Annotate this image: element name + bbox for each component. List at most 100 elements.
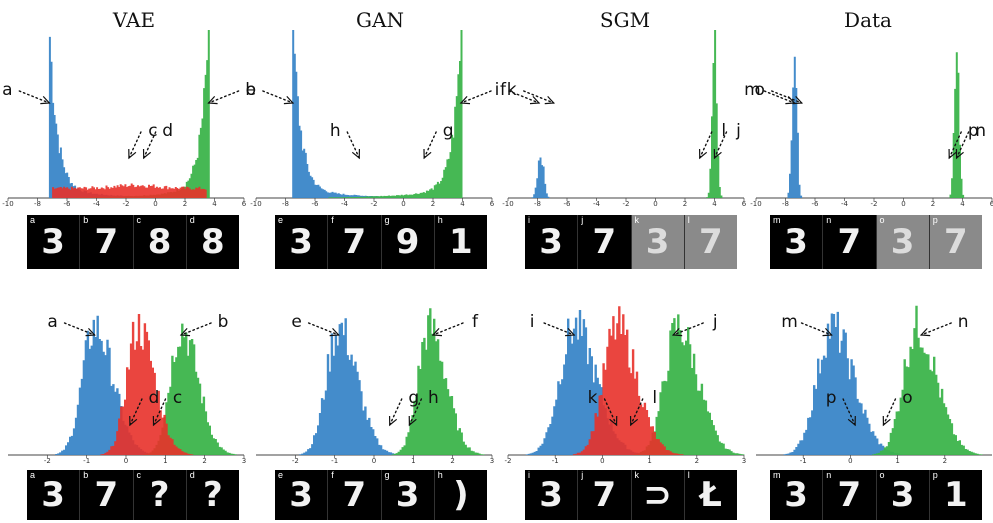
data-top-annotation-n: n xyxy=(975,121,986,141)
digit-glyph: 7 xyxy=(94,222,119,262)
gan-bottom-arrow-h xyxy=(408,398,423,426)
gan-bottom-arrowhead-f xyxy=(431,327,443,337)
sgm-bottom-arrowhead-i xyxy=(565,327,576,337)
data-top-tick-label: 4 xyxy=(960,200,965,208)
sgm-top-arrowhead-l xyxy=(698,148,708,160)
sgm-bottom-tick-label: 3 xyxy=(742,457,746,465)
gan-top-series-blue xyxy=(292,30,427,198)
data-top-tick-label: -8 xyxy=(782,200,789,208)
gan-bottom-annotation-f: f xyxy=(472,312,479,332)
digit-glyph: 3 xyxy=(539,475,563,515)
sgm-top-arrow-k xyxy=(523,90,555,104)
sgm-top-arrowhead-j xyxy=(713,148,722,160)
gan-top-tick-label: -10 xyxy=(250,200,261,208)
vae-top-series-green xyxy=(75,30,210,198)
column-title-gan: GAN xyxy=(356,8,404,32)
sgm-bottom-series-blue xyxy=(525,310,647,455)
gan-top-arrowhead-h xyxy=(351,148,361,160)
sgm-bottom-series-green xyxy=(633,314,745,455)
vae-bottom-arrow-a xyxy=(63,322,96,336)
gan-bottom-tick-label: -2 xyxy=(292,457,299,465)
digit-glyph: 3 xyxy=(890,222,915,262)
sgm-bottom-arrow-j xyxy=(672,322,704,336)
digit-cell-tag: a xyxy=(30,470,36,480)
sgm-bottom-tick-label: -1 xyxy=(552,457,559,465)
data-bottom-arrowhead-m xyxy=(822,327,833,337)
sgm-top-tick-label: -10 xyxy=(502,200,513,208)
gan-bottom-tick-label: -1 xyxy=(331,457,338,465)
gan-top-arrow-f xyxy=(460,90,492,104)
digit-cell-tag: k xyxy=(634,215,640,225)
digit-cell-tag: i xyxy=(528,470,530,480)
sgm-top-arrowhead-k xyxy=(544,95,556,105)
data-bottom-arrow-m xyxy=(800,322,833,336)
vae-bottom-arrow-c xyxy=(152,398,167,426)
gan-top-tick-label: 4 xyxy=(460,200,465,208)
gan-bottom-annotation-h: h xyxy=(428,388,439,408)
digit-glyph: 7 xyxy=(944,222,968,262)
digit-cell-tag: b xyxy=(83,215,89,225)
digit-cell-tag: l xyxy=(687,470,690,480)
gan-bottom-arrowhead-e xyxy=(329,327,340,337)
column-title-sgm: SGM xyxy=(599,8,651,32)
digit-glyph: ? xyxy=(149,475,170,515)
data-top-annotation-p: p xyxy=(968,121,979,141)
sgm-bottom-tick-label: 1 xyxy=(647,457,651,465)
sgm-top-tick-label: -6 xyxy=(564,200,572,208)
data-top-annotation-m: m xyxy=(744,80,761,100)
vae-bottom-annotation-c: c xyxy=(173,388,182,408)
digit-cell-tag: j xyxy=(581,470,584,480)
gan-top-tick-label: -8 xyxy=(282,200,289,208)
data-bottom-series-green xyxy=(872,305,983,455)
digit-glyph: 9 xyxy=(395,222,420,262)
vae-bottom-arrowhead-d xyxy=(129,415,138,427)
digit-cell-tag: h xyxy=(437,470,443,480)
gan-bottom-series-blue xyxy=(299,318,400,455)
digit-cell-tag: h xyxy=(437,215,443,225)
vae-top-arrow-a xyxy=(18,90,50,104)
sgm-bottom-arrowhead-j xyxy=(671,327,683,337)
data-top-arrowhead-p xyxy=(948,148,957,160)
vae-bottom-tick-label: -2 xyxy=(44,457,51,465)
sgm-top-annotation-j: j xyxy=(735,121,741,141)
digit-glyph: 7 xyxy=(592,475,617,515)
data-bottom-annotation-m: m xyxy=(781,312,798,332)
gan-top-arrowhead-e xyxy=(283,95,295,105)
digit-glyph: 7 xyxy=(342,475,367,515)
vae-bottom-arrowhead-a xyxy=(85,327,96,337)
digit-cell-tag: e xyxy=(278,215,284,225)
vae-bottom-series-green xyxy=(143,323,237,455)
sgm-bottom-arrowhead-l xyxy=(629,415,639,427)
data-bottom-tick-label: 1 xyxy=(895,457,899,465)
sgm-top-series-blue xyxy=(531,157,550,198)
digit-cell-tag: f xyxy=(331,470,334,480)
gan-bottom-tick-label: 0 xyxy=(372,457,376,465)
digit-glyph: 3 xyxy=(890,475,915,515)
digit-glyph: 3 xyxy=(645,222,670,262)
digit-cell-d: d? xyxy=(187,470,239,520)
data-bottom-series-blue xyxy=(783,311,904,455)
sgm-top-tick-label: -4 xyxy=(593,200,601,208)
sgm-bottom-annotation-j: j xyxy=(712,312,718,332)
digit-glyph: 1 xyxy=(944,475,968,515)
gan-bottom-arrow-e xyxy=(307,322,340,336)
digit-cell-tag: n xyxy=(826,470,832,480)
vae-bottom-series-red xyxy=(100,314,194,455)
digit-cell-tag: p xyxy=(932,215,938,225)
gan-bottom-series-green xyxy=(391,308,485,455)
gan-top-arrow-h xyxy=(346,131,360,159)
digit-glyph: ⊃ xyxy=(643,475,672,515)
gan-top-annotation-e: e xyxy=(246,80,256,100)
digit-glyph: 3 xyxy=(784,222,808,262)
